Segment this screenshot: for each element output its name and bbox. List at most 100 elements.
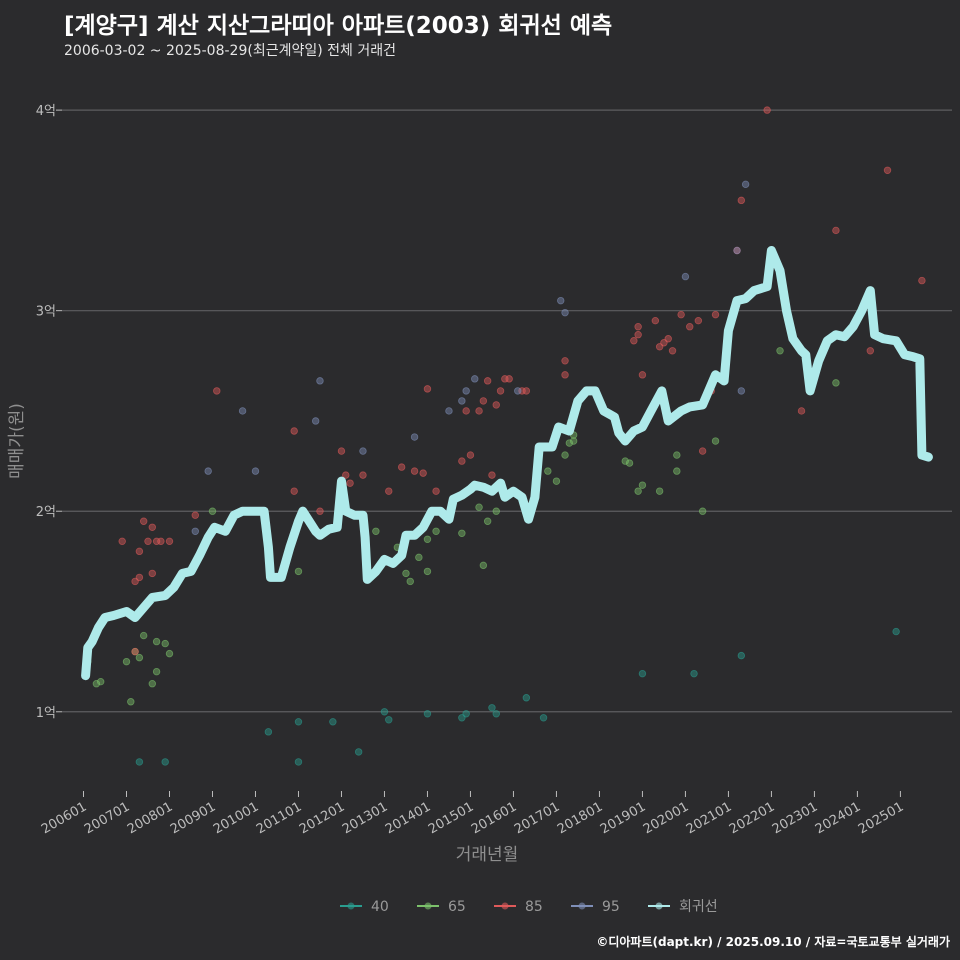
x-tick-label: 202201	[727, 799, 777, 837]
data-point	[655, 487, 664, 495]
legend-item-85: 85	[494, 899, 543, 915]
data-point	[139, 631, 148, 640]
data-point	[380, 708, 389, 716]
data-point	[866, 347, 875, 355]
data-point	[264, 728, 273, 736]
y-axis-title: 매매가(원)	[7, 403, 27, 479]
data-point	[479, 561, 488, 570]
data-point	[329, 718, 337, 726]
x-tick-label: 201401	[383, 799, 433, 837]
data-point	[419, 469, 427, 477]
legend-label: 65	[448, 899, 466, 915]
y-tick-label: 4억	[36, 104, 56, 119]
data-point	[346, 479, 354, 487]
data-point	[698, 507, 707, 515]
data-point	[492, 710, 500, 718]
data-point	[372, 527, 380, 535]
x-tick-label: 201601	[469, 799, 519, 837]
data-point	[638, 371, 647, 379]
x-tick-label: 202001	[641, 799, 691, 837]
data-point	[634, 323, 642, 331]
legend-swatch	[424, 902, 432, 910]
data-point	[191, 527, 199, 535]
legend-label: 회귀선	[679, 899, 718, 915]
y-tick-label: 1억	[36, 706, 56, 721]
legend-label: 40	[371, 899, 389, 915]
legend-item-40: 40	[340, 899, 389, 915]
data-point	[165, 649, 174, 658]
series-85	[118, 106, 926, 656]
x-tick-label: 201801	[555, 799, 605, 837]
data-point	[423, 567, 432, 576]
data-point	[488, 704, 496, 712]
data-point	[694, 316, 703, 325]
data-point	[294, 718, 303, 726]
data-point	[135, 547, 144, 556]
data-point	[208, 507, 217, 515]
data-point	[565, 439, 574, 447]
data-point	[432, 487, 440, 495]
data-point	[445, 407, 453, 415]
y-tick-label: 2억	[36, 505, 56, 520]
data-point	[152, 667, 161, 676]
data-point	[698, 447, 707, 455]
data-point	[690, 669, 698, 678]
data-point	[892, 627, 900, 636]
data-point	[342, 471, 350, 479]
data-point	[557, 296, 565, 305]
x-tick-label: 201201	[297, 799, 347, 837]
data-point	[462, 710, 470, 718]
data-point	[423, 535, 432, 543]
data-point	[161, 639, 169, 648]
data-point	[122, 657, 131, 666]
data-point	[475, 407, 483, 415]
data-point	[423, 385, 432, 393]
data-point	[462, 407, 470, 415]
data-point	[131, 647, 139, 656]
data-point	[204, 467, 212, 475]
data-point	[462, 387, 470, 395]
data-point	[797, 407, 806, 415]
data-point	[561, 371, 569, 379]
data-point	[385, 487, 393, 495]
data-point	[294, 567, 303, 576]
x-axis-title: 거래년월	[456, 845, 519, 865]
data-point	[354, 748, 363, 756]
data-point	[165, 537, 174, 546]
x-tick-label: 200701	[82, 799, 132, 837]
data-point	[161, 758, 169, 766]
x-tick-label: 200901	[168, 799, 218, 837]
series-40	[135, 627, 900, 766]
data-point	[711, 310, 720, 319]
data-point	[96, 677, 105, 686]
data-point	[402, 569, 410, 578]
data-point	[238, 407, 247, 415]
data-point	[883, 166, 892, 174]
data-point	[397, 463, 406, 471]
data-point	[144, 537, 152, 546]
data-point	[410, 467, 419, 475]
data-point	[483, 517, 492, 525]
data-point	[157, 537, 165, 546]
data-point	[432, 527, 440, 535]
data-point	[471, 375, 479, 383]
legend-swatch	[578, 902, 586, 910]
data-point	[290, 487, 298, 495]
data-point	[191, 511, 199, 519]
data-point	[561, 357, 569, 365]
data-point	[673, 451, 681, 459]
x-tick-label: 202301	[770, 799, 820, 837]
data-point	[410, 433, 419, 441]
data-point	[337, 447, 346, 455]
data-point	[148, 569, 156, 578]
data-point	[630, 337, 638, 345]
legend-label: 95	[602, 899, 620, 915]
x-tick-label: 200601	[39, 799, 89, 837]
legend-item-65: 65	[417, 899, 466, 915]
data-point	[148, 523, 156, 531]
series-95	[191, 180, 750, 535]
x-tick-label: 201301	[340, 799, 390, 837]
data-point	[488, 471, 496, 479]
legend-label: 85	[525, 899, 543, 915]
